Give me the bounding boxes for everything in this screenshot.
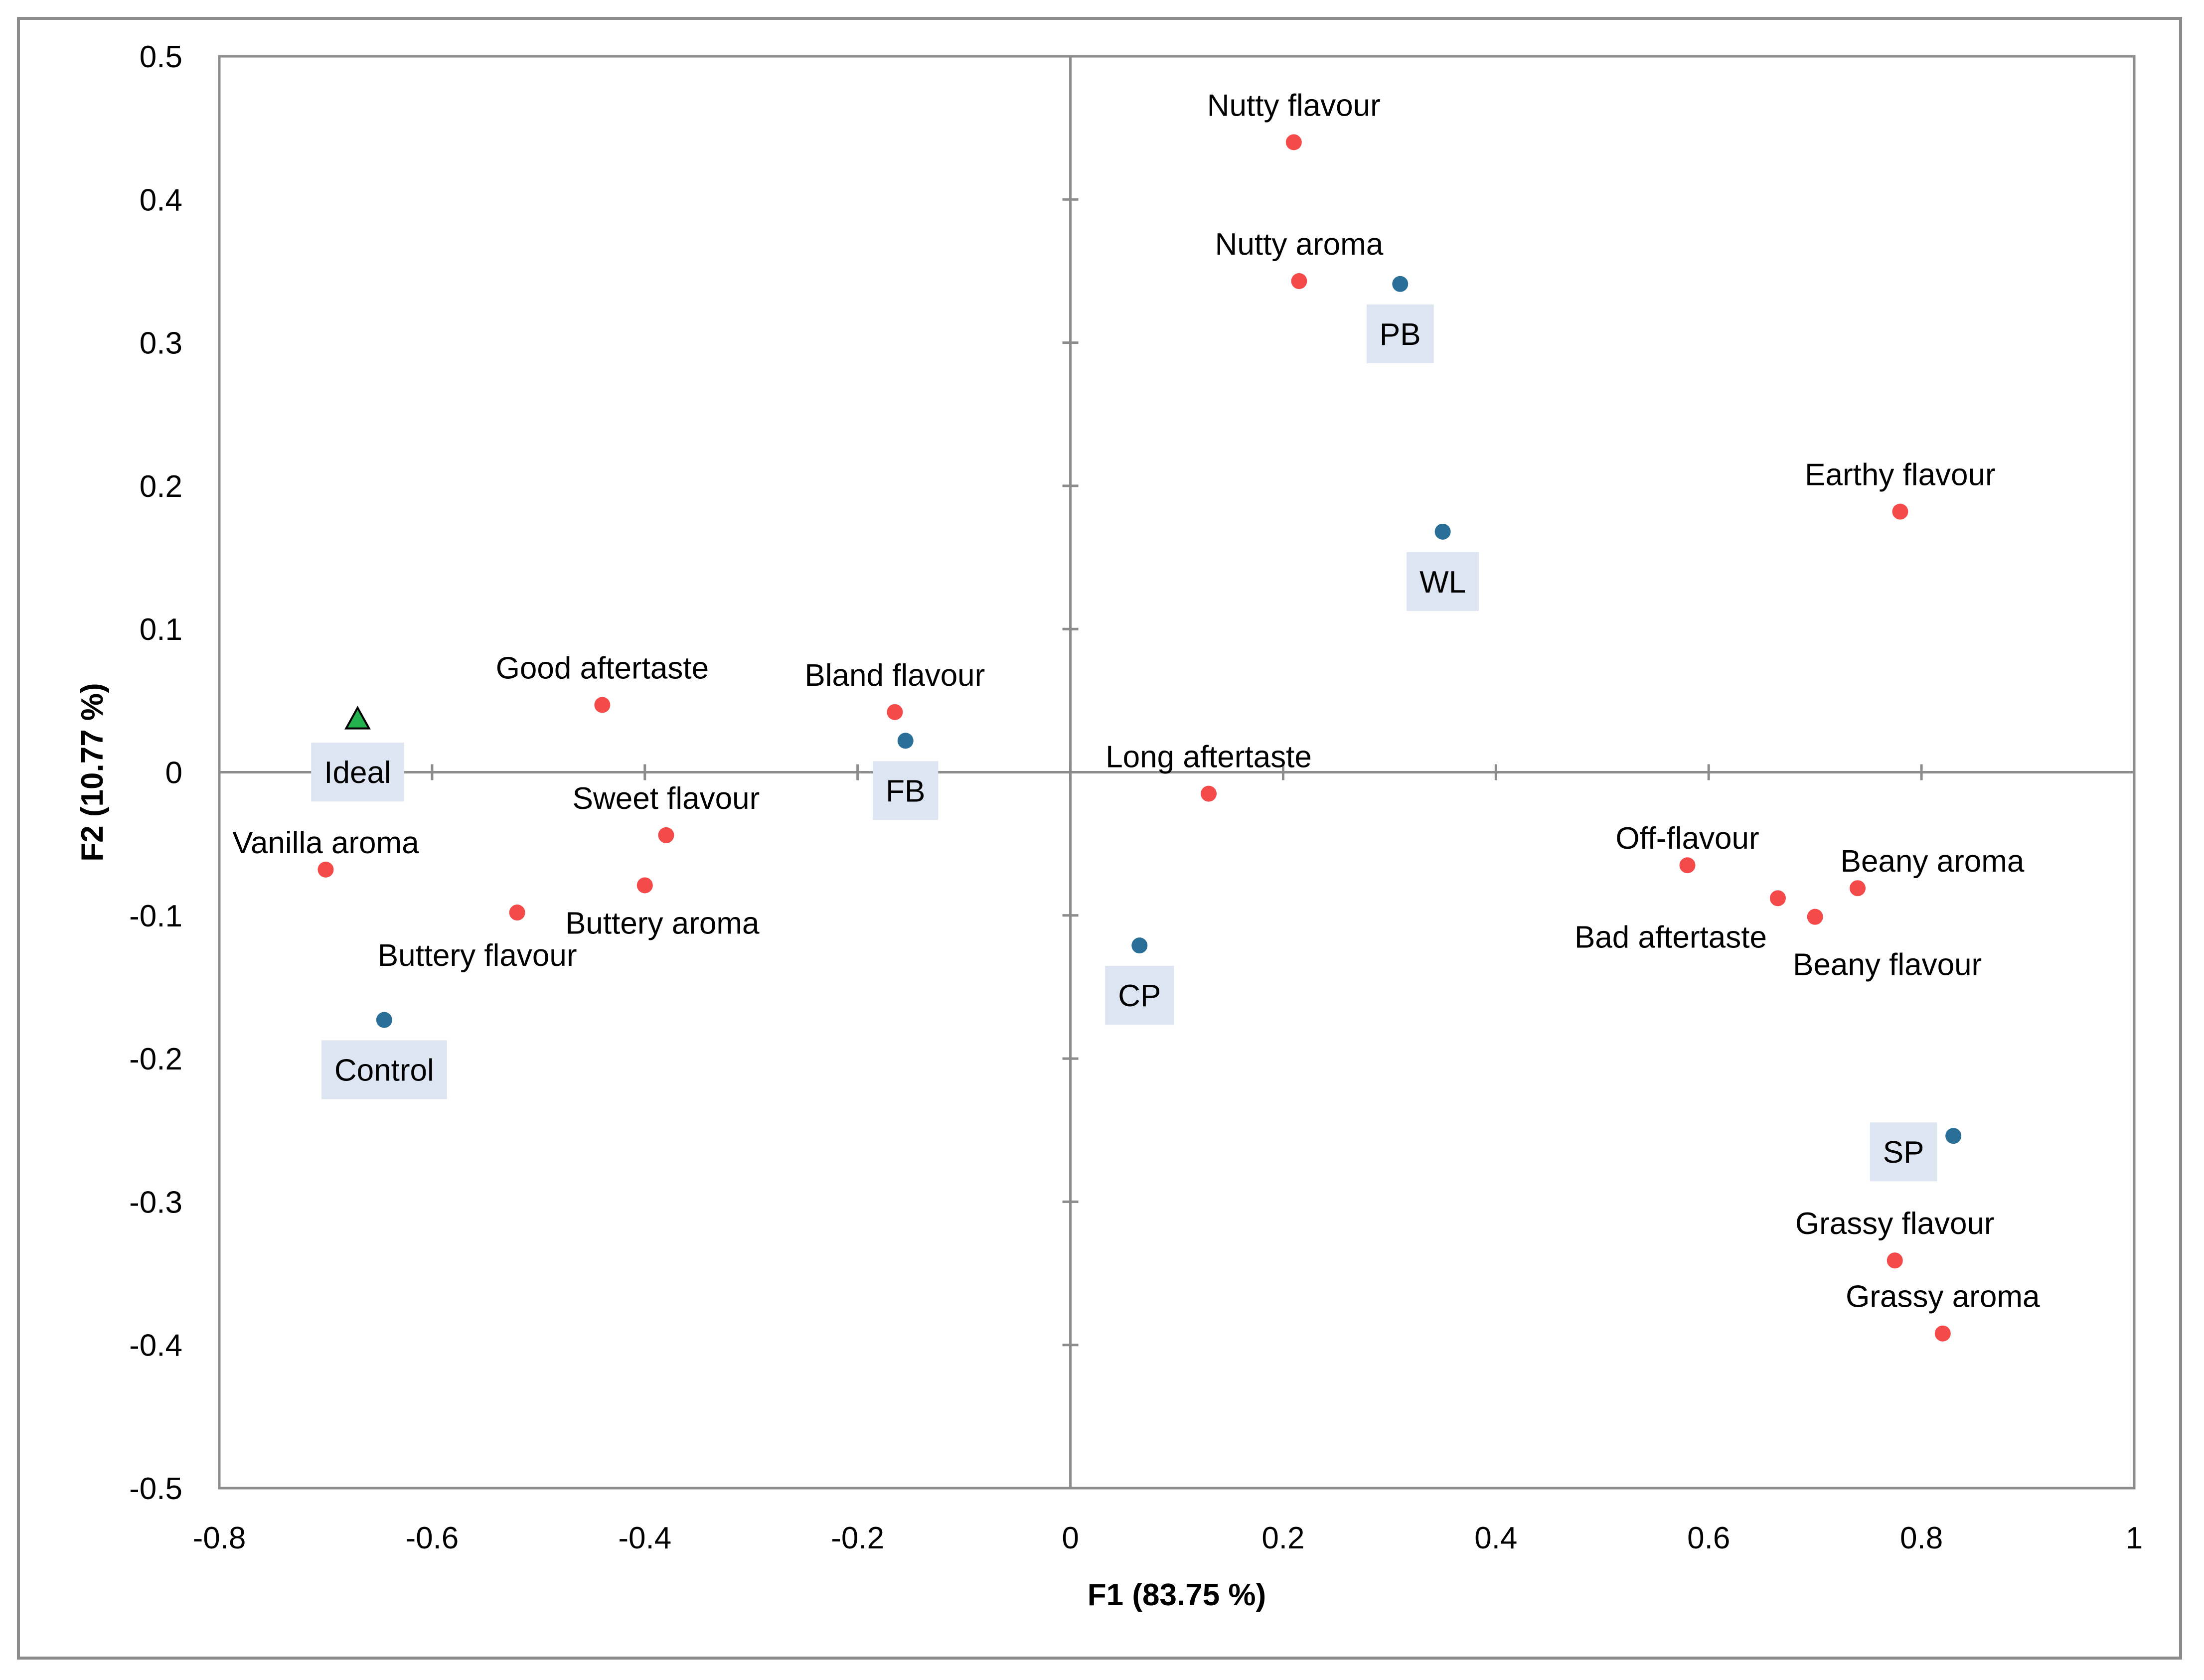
y-tick-label: -0.4 xyxy=(129,1329,182,1363)
x-tick-label: -0.8 xyxy=(193,1521,246,1555)
x-tick-label: 0.4 xyxy=(1474,1521,1517,1555)
attribute-point xyxy=(1285,134,1302,151)
attribute-point xyxy=(1887,1252,1903,1269)
axes xyxy=(219,56,2134,1488)
product-label-box xyxy=(1105,966,1174,1025)
product-point xyxy=(1131,937,1148,954)
product-label: FB xyxy=(886,774,925,808)
attribute-label: Grassy aroma xyxy=(1846,1280,2040,1314)
attribute-label: Bad aftertaste xyxy=(1574,920,1767,954)
product-label-box xyxy=(311,743,404,802)
attribute-point xyxy=(1934,1325,1951,1342)
product-label-box xyxy=(321,1040,447,1099)
attribute-label: Bland flavour xyxy=(804,658,985,693)
attribute-point xyxy=(594,697,611,713)
data-marks: Nutty flavour Nutty aroma Earthy flavour Go… xyxy=(232,88,2040,1342)
product-label: Control xyxy=(334,1054,434,1088)
product-label-box xyxy=(1366,304,1434,363)
attribute-label: Good aftertaste xyxy=(496,651,709,685)
attribute-label: Nutty aroma xyxy=(1215,227,1384,262)
y-tick-label: 0.3 xyxy=(140,326,182,361)
attribute-label: Beany aroma xyxy=(1841,844,2025,879)
attribute-point xyxy=(658,827,674,843)
product-label-box xyxy=(1870,1122,1937,1182)
x-tick-label: 0.2 xyxy=(1261,1521,1304,1555)
y-tick-label: -0.1 xyxy=(129,899,182,933)
attribute-label: Nutty flavour xyxy=(1207,88,1381,123)
x-tick-label: 1 xyxy=(2126,1521,2143,1555)
x-tick-label: -0.4 xyxy=(618,1521,671,1555)
product-point xyxy=(1392,276,1409,292)
attribute-point xyxy=(887,704,903,720)
attribute-label: Grassy flavour xyxy=(1795,1207,1995,1241)
x-tick-label: 0.6 xyxy=(1687,1521,1730,1555)
product-label: PB xyxy=(1380,317,1421,352)
chart-frame xyxy=(17,17,2182,1660)
x-tick-label: -0.2 xyxy=(831,1521,884,1555)
x-tick-label: -0.6 xyxy=(405,1521,459,1555)
y-tick-label: -0.3 xyxy=(129,1185,182,1220)
product-point xyxy=(1434,523,1451,540)
product-point xyxy=(1945,1128,1962,1144)
attribute-label: Vanilla aroma xyxy=(232,826,419,860)
attribute-point xyxy=(1769,890,1786,907)
attribute-label: Sweet flavour xyxy=(573,781,760,816)
y-tick-label: 0 xyxy=(165,756,182,790)
product-label: CP xyxy=(1118,979,1161,1013)
ideal-point xyxy=(344,706,371,730)
product-label: SP xyxy=(1883,1135,1924,1170)
attribute-point xyxy=(1807,909,1823,925)
attribute-point xyxy=(1291,273,1307,290)
attribute-label: Earthy flavour xyxy=(1805,458,1996,492)
y-tick-label: 0.4 xyxy=(140,183,182,217)
attribute-label: Buttery aroma xyxy=(565,906,760,940)
attribute-label: Off-flavour xyxy=(1615,821,1759,856)
tick-labels: -0.8 -0.6 -0.4 -0.2 0 0.2 0.4 0.6 0.8 1 0.5 0.4 0.3 0… xyxy=(129,40,2143,1555)
attribute-point xyxy=(317,861,334,878)
attribute-point xyxy=(1201,785,1217,802)
y-tick-label: 0.1 xyxy=(140,612,182,647)
x-axis-title: F1 (83.75 %) xyxy=(1088,1578,1266,1612)
attribute-label: Buttery flavour xyxy=(378,938,577,973)
product-point xyxy=(897,733,914,749)
y-tick-label: 0.5 xyxy=(140,40,182,74)
product-label-box xyxy=(1407,552,1479,611)
x-tick-label: 0.8 xyxy=(1900,1521,1943,1555)
attribute-point xyxy=(509,905,525,921)
attribute-point xyxy=(1850,880,1866,897)
y-tick-label: 0.2 xyxy=(140,469,182,504)
product-point xyxy=(376,1012,392,1028)
attribute-point xyxy=(636,877,653,894)
product-label: Ideal xyxy=(324,756,391,790)
x-tick-label: 0 xyxy=(1062,1521,1079,1555)
attribute-label: Beany flavour xyxy=(1793,948,1982,982)
product-label: WL xyxy=(1419,565,1466,600)
product-label-box xyxy=(873,761,939,820)
y-tick-label: -0.5 xyxy=(129,1472,182,1506)
y-axis-title: F2 (10.77 %) xyxy=(75,683,110,861)
attribute-label: Long aftertaste xyxy=(1105,740,1312,774)
attribute-point xyxy=(1679,857,1696,874)
y-tick-label: -0.2 xyxy=(129,1042,182,1076)
attribute-point xyxy=(1892,503,1908,520)
